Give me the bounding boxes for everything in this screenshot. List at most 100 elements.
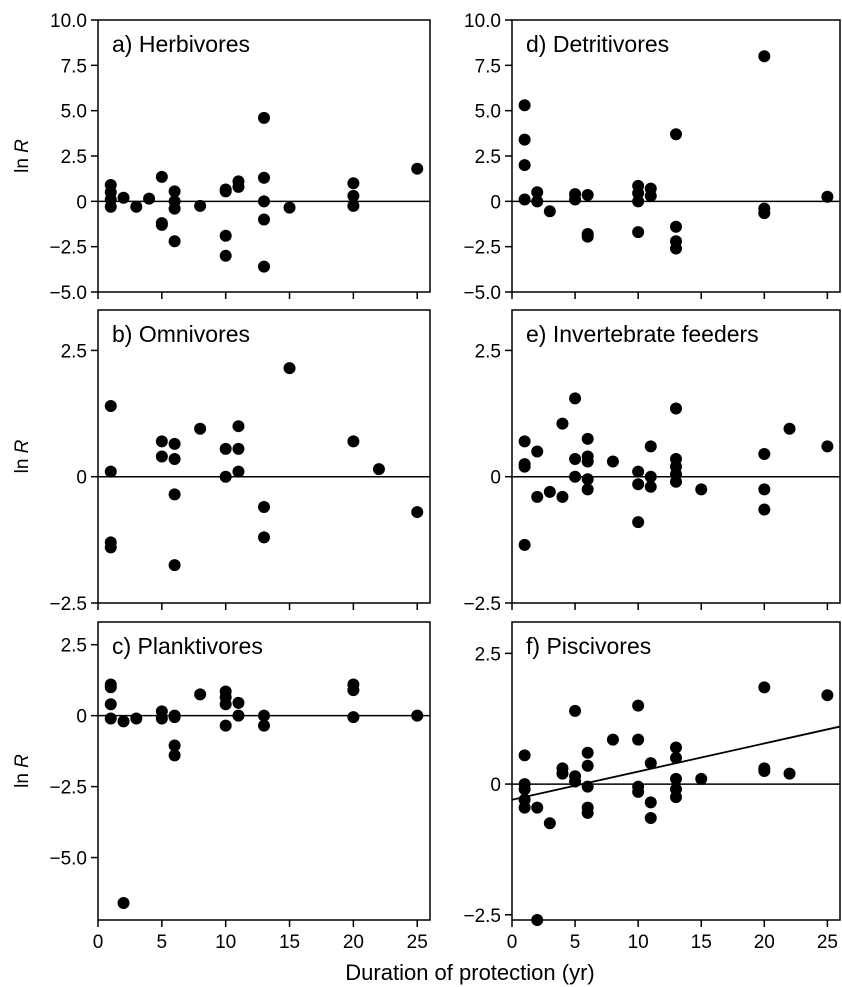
- data-point: [606, 455, 619, 468]
- panel-a: 10.0 7.5 5.0 2.5 0 −2.5 −5.0 a) Herbivores ln R: [12, 11, 431, 304]
- x-tick-label: 15: [279, 932, 300, 953]
- data-point: [155, 712, 168, 725]
- data-point: [130, 712, 143, 725]
- data-point: [569, 392, 582, 405]
- data-point: [347, 435, 360, 448]
- y-tick-label: 0: [490, 468, 501, 489]
- data-point: [644, 189, 657, 202]
- data-point: [232, 709, 245, 722]
- y-axis-label-variable: R: [12, 754, 33, 768]
- data-point: [258, 709, 270, 722]
- data-point: [518, 801, 531, 814]
- y-tick-label: −2.5: [463, 594, 501, 615]
- y-tick-label: 2.5: [61, 147, 87, 168]
- data-point: [258, 195, 270, 208]
- data-point: [232, 442, 245, 455]
- data-point: [194, 199, 207, 212]
- data-point: [518, 435, 531, 448]
- data-point: [758, 447, 771, 460]
- data-point: [518, 783, 531, 796]
- y-tick-label: 7.5: [61, 56, 87, 77]
- x-tick-label: 20: [754, 932, 775, 953]
- data-point: [347, 177, 360, 190]
- data-point: [543, 205, 556, 218]
- y-tick-label: 0: [490, 775, 501, 796]
- data-point: [518, 749, 531, 762]
- data-point: [531, 914, 544, 926]
- data-point: [168, 202, 181, 215]
- data-point: [104, 399, 117, 412]
- y-axis-label-prefix: ln: [12, 153, 33, 173]
- data-point: [632, 699, 645, 712]
- data-point: [581, 746, 594, 759]
- x-tick-label: 15: [691, 932, 712, 953]
- y-tick-label: 5.0: [475, 102, 501, 123]
- y-tick-label: −2.5: [49, 778, 87, 799]
- y-tick-label: −5.0: [49, 283, 87, 304]
- data-point: [821, 689, 834, 702]
- data-point: [695, 483, 708, 496]
- data-point: [670, 751, 682, 764]
- data-point: [758, 503, 771, 516]
- data-point: [219, 719, 232, 732]
- data-point: [168, 437, 181, 450]
- data-point: [194, 688, 207, 701]
- x-tick-label: 25: [817, 932, 838, 953]
- data-point: [632, 195, 645, 208]
- data-point: [670, 791, 682, 804]
- data-point: [670, 402, 682, 415]
- data-point: [670, 772, 682, 785]
- data-point: [632, 785, 645, 798]
- data-point: [556, 490, 569, 503]
- data-point: [531, 186, 544, 199]
- data-point: [155, 435, 168, 448]
- data-point: [232, 420, 245, 433]
- data-point: [543, 817, 556, 830]
- data-point: [581, 455, 594, 468]
- x-tick-label: 20: [343, 932, 364, 953]
- data-point: [347, 711, 360, 724]
- data-point: [606, 733, 619, 746]
- data-point: [581, 432, 594, 445]
- data-point: [581, 473, 594, 486]
- y-tick-label: 2.5: [475, 644, 501, 665]
- data-point: [155, 218, 168, 231]
- data-point: [632, 733, 645, 746]
- y-tick-label: 0: [76, 192, 87, 213]
- data-point: [531, 445, 544, 458]
- data-point: [168, 488, 181, 501]
- data-point: [531, 490, 544, 503]
- data-point: [518, 99, 531, 112]
- y-tick-label: 2.5: [61, 341, 87, 362]
- data-point: [569, 470, 582, 483]
- y-tick-label: 10.0: [50, 11, 87, 32]
- data-point: [232, 696, 245, 709]
- y-axis-label-prefix: ln: [12, 453, 33, 473]
- panel-title: a) Herbivores: [112, 31, 250, 57]
- data-point: [168, 185, 181, 198]
- data-point: [117, 715, 130, 728]
- data-point: [632, 516, 645, 529]
- data-point: [632, 465, 645, 478]
- data-point: [232, 465, 245, 478]
- data-point: [219, 229, 232, 242]
- data-point: [347, 199, 360, 212]
- y-tick-label: 10.0: [464, 11, 501, 32]
- data-point: [695, 772, 708, 785]
- data-point: [258, 213, 270, 226]
- x-axis-label: Duration of protection (yr): [345, 960, 594, 985]
- data-point: [758, 50, 771, 63]
- panel-c: 2.5 0 −2.5 −5.0 0 5 10 15 20 25 c) Planktivores ln …: [12, 621, 431, 953]
- y-tick-label: 2.5: [61, 636, 87, 657]
- y-axis-label-prefix: ln: [12, 768, 33, 788]
- plot-frame: [97, 309, 431, 604]
- data-point: [372, 463, 385, 476]
- data-point: [168, 453, 181, 466]
- data-point: [821, 440, 834, 453]
- x-tick-label: 0: [93, 932, 104, 953]
- x-tick-label: 25: [407, 932, 428, 953]
- data-point: [347, 684, 360, 697]
- data-point: [670, 220, 682, 233]
- x-tick-label: 10: [215, 932, 236, 953]
- y-tick-label: −2.5: [463, 238, 501, 259]
